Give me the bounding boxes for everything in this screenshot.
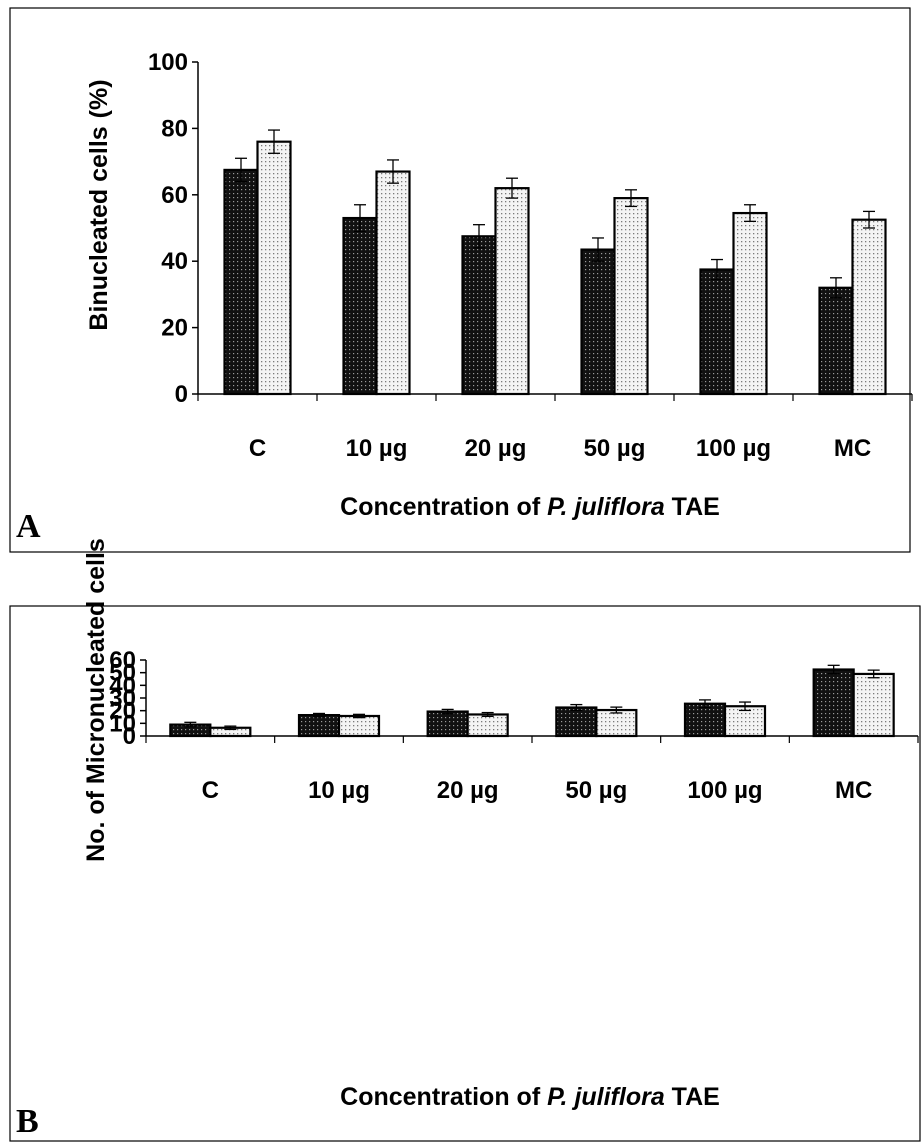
panel-b-x-axis-label: Concentration of P. juliflora TAE bbox=[340, 1083, 720, 1111]
panel-b-y-tick-label: 10 bbox=[109, 710, 136, 737]
panel-a-x-axis-title-end: TAE bbox=[665, 493, 720, 521]
panel-a-bar bbox=[461, 235, 497, 396]
panel-b-x-tick-label: MC bbox=[835, 777, 872, 804]
panel-a-bar bbox=[494, 187, 530, 396]
panel-a-x-tick-label: 50 µg bbox=[584, 435, 646, 462]
panel-a-frame bbox=[9, 7, 911, 553]
panel-a-y-axis-title: Binucleated cells bbox=[85, 126, 113, 330]
panel-a-y-tick-label: 100 bbox=[148, 49, 188, 76]
panel-a-bar bbox=[818, 286, 854, 396]
panel-b-frame bbox=[9, 605, 921, 1142]
panel-b-bar bbox=[555, 706, 598, 738]
panel-a-y-axis-unit: (%) bbox=[85, 79, 113, 118]
panel-a-bar bbox=[580, 248, 616, 396]
panel-b-x-tick-label: 100 µg bbox=[687, 777, 762, 804]
panel-b-y-tick-label: 60 bbox=[109, 647, 136, 674]
panel-b-y-tick-label: 50 bbox=[109, 660, 136, 687]
panel-a-bar bbox=[851, 218, 887, 396]
panel-b-bar bbox=[426, 710, 469, 738]
panel-b-label: B bbox=[16, 1103, 39, 1140]
panel-a-bar bbox=[613, 197, 649, 396]
panel-b-x-tick-label: C bbox=[202, 777, 219, 804]
panel-a-y-tick-label: 0 bbox=[175, 381, 188, 408]
panel-a-y-tick-label: 20 bbox=[161, 315, 188, 342]
panel-b-bar bbox=[466, 713, 509, 738]
panel-a-bar bbox=[342, 216, 378, 396]
panel-a-y-tick-label: 80 bbox=[161, 115, 188, 142]
panel-a-x-axis-title-species: P. juliflora bbox=[547, 493, 665, 521]
panel-b-x-tick-label: 10 µg bbox=[308, 777, 370, 804]
panel-a-label: A bbox=[16, 508, 41, 545]
panel-b-bar bbox=[297, 713, 341, 738]
panel-a-x-tick-label: 20 µg bbox=[465, 435, 527, 462]
panel-b-bar bbox=[337, 714, 381, 738]
panel-b-bar bbox=[595, 708, 638, 738]
panel-b-x-axis-title-species: P. juliflora bbox=[547, 1083, 665, 1111]
panel-b-bar bbox=[852, 672, 895, 738]
panel-a-x-axis-label: Concentration of P. juliflora TAE bbox=[340, 493, 720, 521]
panel-a-y-tick-label: 40 bbox=[161, 248, 188, 275]
panel-b-bar bbox=[683, 702, 727, 738]
panel-a-x-tick-label: 10 µg bbox=[346, 435, 408, 462]
panel-b-y-tick-label: 40 bbox=[109, 672, 136, 699]
panel-a-y-axis-label: Binucleated cells (%) bbox=[85, 79, 113, 330]
panel-a-plot: 0 20 40 60 80 100 C 10 µg 20 µg 50 µg 100 µg MC bbox=[148, 49, 913, 462]
panel-b-x-axis-title-end: TAE bbox=[665, 1083, 720, 1111]
panel-b-y-tick-label: 30 bbox=[109, 685, 136, 712]
panel-a-y-tick-label: 60 bbox=[161, 182, 188, 209]
panel-a-bar bbox=[732, 211, 768, 396]
panel-b-bar bbox=[812, 668, 855, 738]
panel-b-x-axis-title-start: Concentration of bbox=[340, 1083, 547, 1111]
panel-a-x-tick-label: 100 µg bbox=[696, 435, 771, 462]
panel-b-x-tick-label: 20 µg bbox=[437, 777, 499, 804]
panel-a-bar bbox=[699, 268, 735, 396]
panel-a-bar bbox=[223, 168, 259, 396]
panel-a-x-tick-label: MC bbox=[834, 435, 871, 462]
panel-a-x-tick-label: C bbox=[249, 435, 266, 462]
panel-b-y-axis-label: No. of Micronucleated cells bbox=[82, 538, 110, 862]
panel-a-bar bbox=[256, 140, 292, 396]
panel-a-bar bbox=[375, 170, 411, 396]
panel-a-x-axis-title-start: Concentration of bbox=[340, 493, 547, 521]
panel-b-y-tick-label: 0 bbox=[123, 723, 136, 750]
panel-b-y-tick-label: 20 bbox=[109, 698, 136, 725]
panel-b-x-tick-label: 50 µg bbox=[565, 777, 627, 804]
